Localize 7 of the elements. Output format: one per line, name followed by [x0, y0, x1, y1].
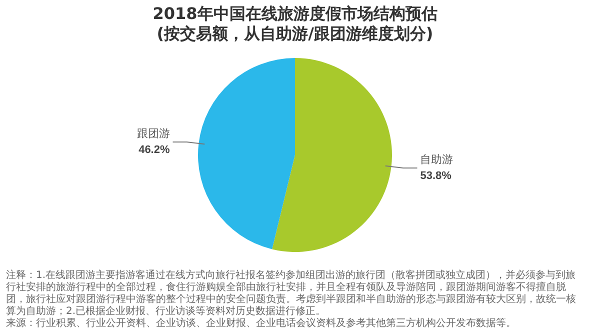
text: 注释：1.在线跟团游主要指游客通过在线方式向旅行社报名签约参加组团出游的旅行团（散客拼团或独立成团），并必须参与到旅行社安排的旅游行程中的全部过程，食住行游购娱全部由旅行社安排，并且全程有领队及导游陪同，跟团游期间游客不得擅自脱团，旅行社应对跟团游行程中游客的整个过程中的安全问题负责。考虑到半跟团和半自助游的形态与跟团游有较大区别，故统一核算为自助游；2.已根据企业财报、行业访谈等资料对历史数据进行修正。	[6, 270, 577, 318]
slice-label: 跟团游	[136, 126, 170, 140]
slice-label: 自助游	[420, 152, 454, 166]
data-label: 46.2%	[138, 144, 170, 156]
data-label: 53.8%	[420, 170, 452, 182]
chart-title: 2018年中国在线旅游度假市场结构预估 (按交易额，从自助游/跟团游维度划分)	[152, 4, 438, 44]
source-note: 来源：行业积累、行业公开资料、企业访谈、企业财报、企业电话会议资料及参考其他第三方机构公开发布数据等。	[6, 318, 517, 330]
